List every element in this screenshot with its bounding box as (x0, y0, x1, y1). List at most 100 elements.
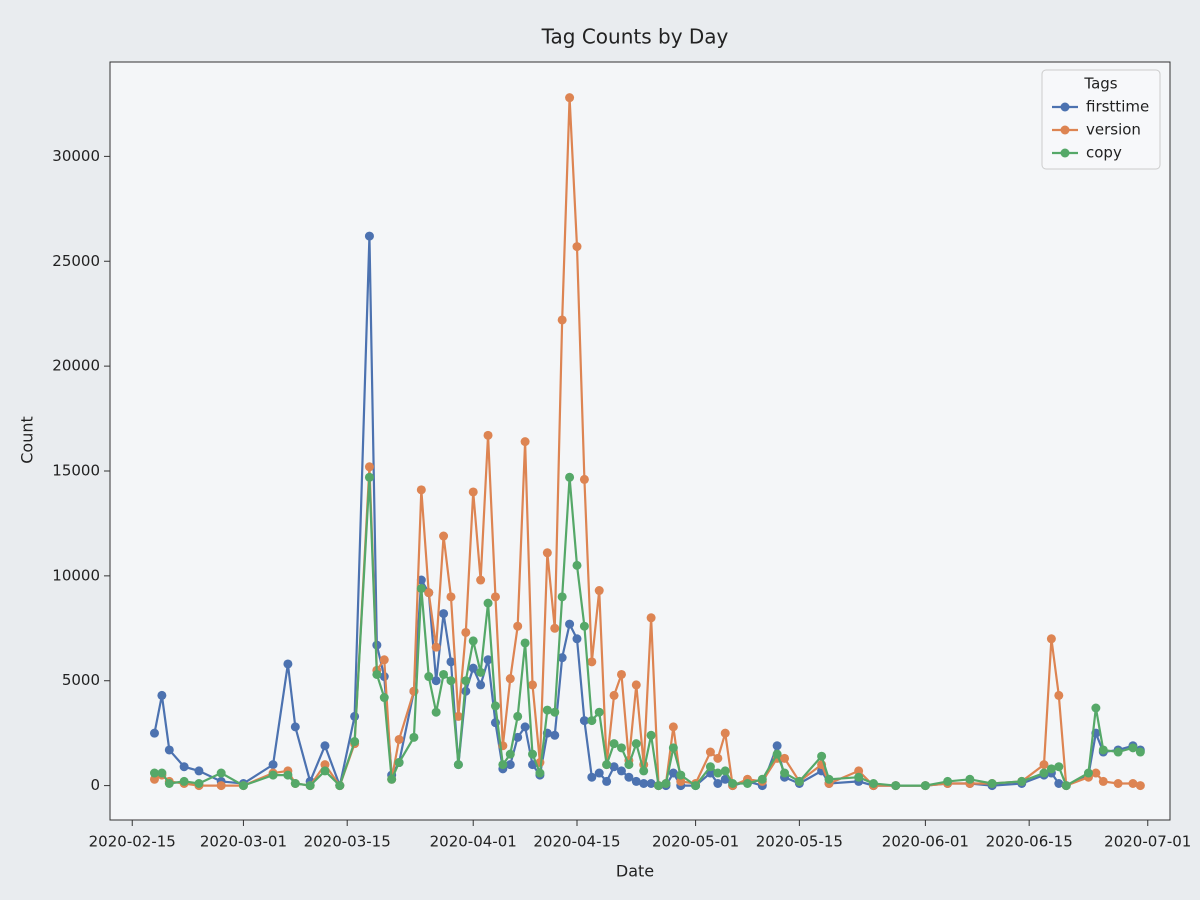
data-point (557, 315, 567, 325)
data-point (780, 753, 790, 763)
data-point (461, 676, 471, 686)
x-tick-label: 2020-03-01 (200, 833, 287, 851)
data-point (550, 707, 560, 717)
data-point (631, 739, 641, 749)
data-point (587, 772, 597, 782)
data-point (572, 242, 582, 252)
data-point (713, 779, 723, 789)
data-point (268, 770, 278, 780)
data-point (1135, 781, 1145, 791)
data-point (943, 776, 953, 786)
data-point (1113, 747, 1123, 757)
data-point (290, 722, 300, 732)
data-point (772, 749, 782, 759)
data-point (216, 781, 226, 791)
data-point (609, 739, 619, 749)
data-point (350, 737, 360, 747)
x-axis-label: Date (616, 862, 654, 881)
data-point (757, 774, 767, 784)
data-point (705, 747, 715, 757)
data-point (320, 760, 330, 770)
data-point (431, 676, 441, 686)
data-point (468, 487, 478, 497)
data-point (335, 781, 345, 791)
data-point (394, 758, 404, 768)
series-line (154, 477, 1141, 788)
data-point (654, 781, 664, 791)
data-point (572, 634, 582, 644)
data-point (535, 768, 545, 778)
data-point (572, 560, 582, 570)
data-point (476, 575, 486, 585)
data-point (468, 636, 478, 646)
data-point (624, 772, 634, 782)
data-point (720, 728, 730, 738)
y-tick-label: 10000 (52, 566, 100, 584)
data-point (446, 676, 456, 686)
y-tick-label: 5000 (62, 671, 100, 689)
data-point (550, 623, 560, 633)
data-point (379, 655, 389, 665)
data-point (431, 707, 441, 717)
data-point (1054, 690, 1064, 700)
data-point (320, 741, 330, 751)
data-point (1039, 760, 1049, 770)
data-point (579, 716, 589, 726)
legend-title: Tags (1083, 75, 1117, 93)
data-point (149, 774, 159, 784)
data-point (164, 745, 174, 755)
data-point (476, 667, 486, 677)
data-point (476, 680, 486, 690)
data-point (372, 669, 382, 679)
legend-marker (1060, 125, 1070, 135)
data-point (379, 693, 389, 703)
data-point (565, 472, 575, 482)
data-point (238, 781, 248, 791)
legend-label: firsttime (1086, 98, 1149, 116)
data-point (720, 766, 730, 776)
data-point (868, 779, 878, 789)
data-point (542, 705, 552, 715)
x-tick-label: 2020-02-15 (89, 833, 176, 851)
data-point (1091, 768, 1101, 778)
data-point (728, 779, 738, 789)
data-point (446, 657, 456, 667)
legend-box (1041, 69, 1161, 170)
data-point (513, 711, 523, 721)
data-point (550, 730, 560, 740)
data-point (557, 653, 567, 663)
data-point (609, 690, 619, 700)
data-point (1128, 779, 1138, 789)
data-point (668, 768, 678, 778)
data-point (668, 743, 678, 753)
data-point (305, 781, 315, 791)
data-point (439, 609, 449, 619)
data-point (602, 760, 612, 770)
x-tick-label: 2020-05-01 (652, 833, 739, 851)
data-point (320, 766, 330, 776)
data-point (290, 779, 300, 789)
data-point (283, 659, 293, 669)
y-tick-label: 15000 (52, 461, 100, 479)
data-point (817, 751, 827, 761)
data-point (1098, 745, 1108, 755)
data-point (1054, 779, 1064, 789)
data-point (505, 674, 515, 684)
data-point (446, 592, 456, 602)
data-point (1113, 779, 1123, 789)
data-point (965, 774, 975, 784)
data-point (587, 716, 597, 726)
x-tick-label: 2020-06-01 (882, 833, 969, 851)
legend-label: copy (1086, 144, 1122, 162)
data-point (164, 779, 174, 789)
data-point (424, 672, 434, 682)
y-tick-label: 0 (90, 776, 100, 794)
data-point (179, 762, 189, 772)
data-point (513, 732, 523, 742)
x-tick-label: 2020-07-01 (1104, 833, 1191, 851)
data-point (676, 770, 686, 780)
data-point (216, 768, 226, 778)
data-point (364, 472, 374, 482)
data-point (646, 613, 656, 623)
